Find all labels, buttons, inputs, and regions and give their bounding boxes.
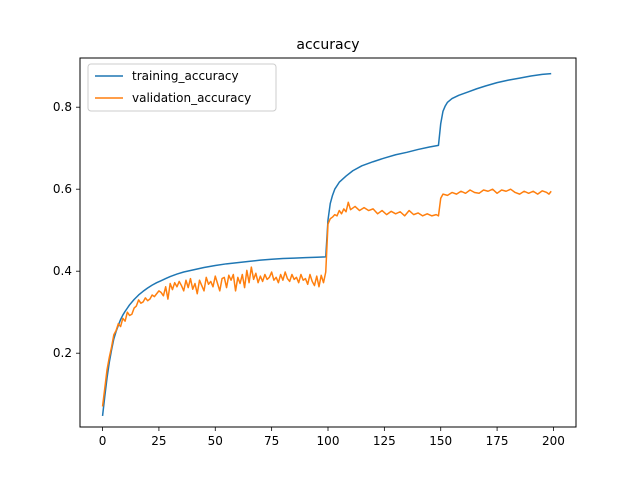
x-tick-label: 75: [264, 434, 279, 448]
x-tick-label: 100: [317, 434, 340, 448]
x-tick-label: 0: [99, 434, 107, 448]
y-tick-label: 0.8: [53, 100, 72, 114]
x-axis-ticks: 0 25 50 75 100 125 150 175 200: [99, 427, 565, 448]
series-line-validation_accuracy: [101, 188, 552, 407]
x-tick-label: 200: [542, 434, 565, 448]
plot-lines: [101, 72, 552, 417]
x-tick-label: 150: [429, 434, 452, 448]
y-tick-label: 0.6: [53, 182, 72, 196]
x-tick-label: 125: [373, 434, 396, 448]
y-tick-label: 0.2: [53, 346, 72, 360]
chart-title: accuracy: [296, 37, 359, 53]
series-line-training_accuracy: [101, 72, 552, 417]
y-tick-label: 0.4: [53, 264, 72, 278]
x-tick-label: 50: [208, 434, 223, 448]
x-tick-label: 175: [486, 434, 509, 448]
legend-label-validation_accuracy: validation_accuracy: [132, 91, 251, 105]
legend: training_accuracy validation_accuracy: [87, 63, 277, 112]
y-axis-ticks: 0.2 0.4 0.6 0.8: [53, 100, 80, 360]
legend-box: [87, 63, 277, 112]
plot-frame: [79, 57, 577, 428]
x-tick-label: 25: [151, 434, 166, 448]
legend-label-training_accuracy: training_accuracy: [132, 69, 239, 83]
